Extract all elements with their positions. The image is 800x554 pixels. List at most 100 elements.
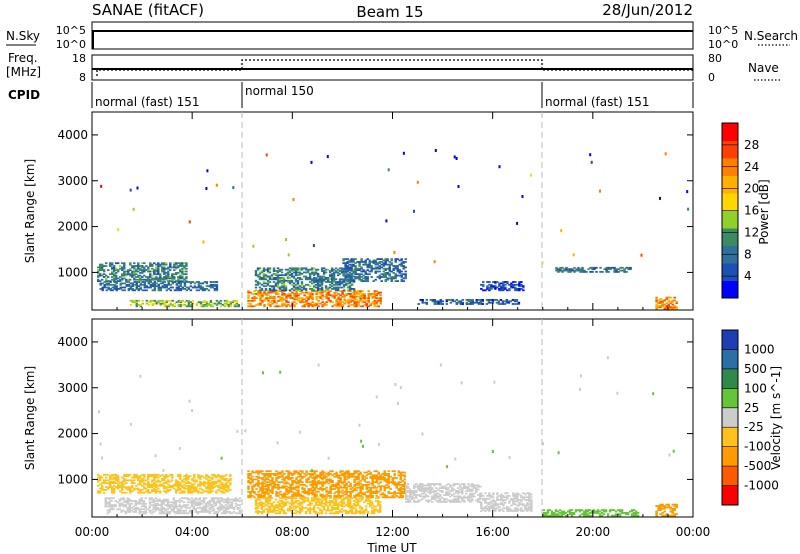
heatmap-cell	[339, 294, 342, 297]
heatmap-cell	[492, 281, 495, 283]
heatmap-cell	[323, 304, 326, 306]
heatmap-cell	[166, 505, 169, 508]
heatmap-cell	[253, 471, 256, 474]
heatmap-cell	[443, 498, 446, 500]
heatmap-cell	[121, 289, 124, 292]
heatmap-cell	[294, 270, 298, 272]
heatmap-cell	[251, 489, 254, 492]
heatmap-cell	[296, 511, 300, 513]
heatmap-cell	[301, 477, 304, 479]
heatmap-cell	[220, 498, 224, 501]
heatmap-cell	[663, 303, 666, 306]
heatmap-cell	[361, 484, 364, 486]
heatmap-cell	[147, 267, 150, 270]
heatmap-cell	[348, 498, 352, 501]
heatmap-cell	[357, 295, 360, 298]
heatmap-cell	[579, 269, 582, 272]
heatmap-cell	[335, 305, 338, 308]
heatmap-cell	[384, 278, 387, 281]
heatmap-cell	[181, 299, 184, 302]
heatmap-cell	[319, 293, 322, 295]
heatmap-cell	[148, 509, 151, 512]
heatmap-cell	[344, 268, 348, 271]
heatmap-cell	[171, 473, 174, 476]
heatmap-cell	[321, 304, 324, 306]
heatmap-cell	[209, 476, 212, 479]
heatmap-cell	[619, 269, 622, 272]
heatmap-cell	[310, 272, 314, 275]
heatmap-cell	[257, 294, 260, 297]
heatmap-cell	[392, 265, 395, 267]
nave-tick-bottom: 0	[708, 71, 715, 84]
heatmap-cell	[107, 288, 110, 290]
heatmap-cell	[520, 288, 523, 290]
heatmap-cell	[295, 291, 298, 294]
heatmap-cell	[322, 271, 326, 274]
heatmap-cell	[153, 286, 156, 289]
heatmap-cell	[129, 486, 132, 489]
heatmap-cell	[219, 475, 222, 478]
heatmap-cell	[191, 479, 194, 482]
heatmap-cell	[105, 479, 108, 482]
heatmap-cell	[310, 497, 314, 500]
heatmap-cell	[139, 491, 142, 494]
heatmap-cell	[176, 512, 179, 515]
heatmap-cell	[387, 485, 390, 488]
heatmap-cell	[285, 488, 288, 490]
heatmap-cell	[115, 486, 118, 489]
heatmap-cell	[193, 489, 196, 491]
heatmap-cell	[339, 298, 342, 301]
heatmap-cell	[133, 266, 136, 269]
heatmap-cell	[213, 302, 217, 305]
heatmap-cell	[256, 268, 260, 271]
heatmap-cell	[257, 304, 260, 306]
heatmap-cell	[153, 478, 156, 480]
heatmap-cell	[326, 286, 330, 289]
heatmap-cell	[298, 268, 302, 271]
heatmap-cell	[320, 283, 324, 286]
heatmap-cell	[211, 286, 215, 289]
heatmap-cell	[659, 300, 662, 303]
heatmap-cell	[275, 470, 278, 473]
heatmap-cell	[253, 299, 256, 302]
heatmap-cell	[104, 505, 107, 508]
heatmap-cell	[202, 500, 206, 502]
heatmap-cell	[282, 277, 286, 279]
heatmap-cell	[293, 471, 296, 474]
heatmap-cell	[445, 491, 448, 494]
heatmap-cell	[186, 501, 190, 504]
heatmap-cell	[322, 502, 326, 505]
heatmap-cell	[214, 497, 218, 500]
heatmap-cell	[494, 281, 497, 283]
heatmap-cell	[263, 293, 266, 295]
heatmap-cell	[163, 304, 166, 306]
heatmap-cell	[213, 486, 216, 489]
heatmap-cell	[357, 477, 360, 479]
heatmap-cell	[393, 493, 396, 496]
heatmap-cell	[173, 262, 176, 265]
heatmap-cell	[307, 302, 310, 305]
heatmap-cell	[403, 471, 406, 474]
heatmap-cell	[348, 277, 351, 280]
heatmap-cell	[161, 473, 164, 476]
heatmap-cell	[377, 299, 380, 302]
heatmap-cell	[109, 281, 112, 283]
heatmap-cell	[259, 295, 262, 298]
heatmap-cell	[398, 270, 401, 273]
heatmap-cell	[276, 270, 280, 272]
heatmap-cell	[394, 266, 397, 269]
heatmap-cell	[295, 471, 298, 474]
heatmap-cell	[295, 492, 298, 495]
heatmap-cell	[149, 491, 152, 494]
heatmap-cell	[287, 477, 290, 479]
heatmap-cell	[375, 497, 378, 500]
heatmap-cell	[211, 281, 215, 283]
heatmap-cell	[115, 286, 118, 289]
heatmap-cell	[391, 481, 394, 484]
heatmap-cell	[272, 285, 276, 288]
heatmap-cell	[268, 289, 272, 292]
heatmap-cell	[345, 484, 348, 486]
heatmap-cell	[297, 492, 300, 495]
heatmap-cell	[108, 497, 111, 500]
heatmap-cell	[449, 299, 452, 301]
